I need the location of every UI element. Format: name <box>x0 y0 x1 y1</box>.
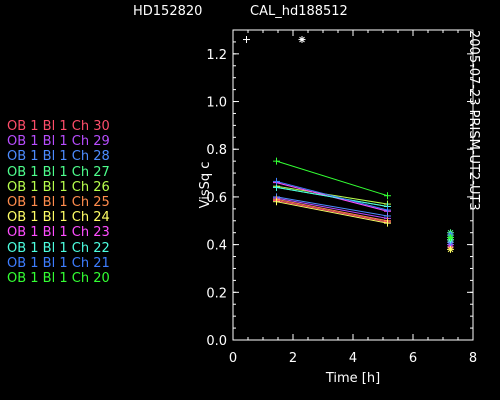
x-tick-label: 0 <box>229 351 237 366</box>
x-tick-label: 4 <box>349 351 357 366</box>
star-marker <box>299 36 305 43</box>
y-tick-label: 0.0 <box>206 334 227 349</box>
series-line <box>276 198 388 222</box>
star-marker <box>447 234 454 241</box>
series-line <box>276 160 388 197</box>
legend-item: OB 1 Bl 1 Ch 23 <box>7 225 110 241</box>
y-tick-label: 0.6 <box>206 191 227 206</box>
star-marker <box>447 246 454 253</box>
series-line <box>276 185 388 205</box>
y-tick-label: 0.4 <box>206 239 227 254</box>
series-line <box>276 180 388 211</box>
calibrator-name: CAL_hd188512 <box>250 4 348 19</box>
y-axis-label: VisSq c <box>198 162 213 209</box>
series-line <box>276 201 388 224</box>
legend-item: OB 1 Bl 1 Ch 30 <box>7 119 110 134</box>
legend: OB 1 Bl 1 Ch 30 OB 1 Bl 1 Ch 29 OB 1 Bl 1 … <box>7 119 110 286</box>
legend-item: OB 1 Bl 1 Ch 24 <box>7 210 110 226</box>
legend-item: OB 1 Bl 1 Ch 26 <box>7 179 110 195</box>
x-tick-label: 6 <box>409 351 417 366</box>
target-name: HD152820 <box>133 4 203 19</box>
x-tick-label: 8 <box>469 351 477 366</box>
y-tick-label: 1.2 <box>206 48 227 63</box>
x-tick-label: 2 <box>289 351 297 366</box>
legend-item: OB 1 Bl 1 Ch 21 <box>7 255 110 271</box>
series-line <box>276 186 388 207</box>
legend-item: OB 1 Bl 1 Ch 25 <box>7 195 110 211</box>
y-tick-label: 0.2 <box>206 286 227 301</box>
x-axis-label: Time [h] <box>325 371 380 386</box>
legend-item: OB 1 Bl 1 Ch 22 <box>7 240 110 256</box>
y-tick-label: 0.8 <box>206 143 227 158</box>
series-line <box>276 197 388 219</box>
legend-item: OB 1 Bl 1 Ch 28 <box>7 149 110 165</box>
legend-item: OB 1 Bl 1 Ch 27 <box>7 164 110 180</box>
y-tick-label: 1.0 <box>206 96 227 111</box>
legend-item: OB 1 Bl 1 Ch 20 <box>7 271 110 287</box>
series-line <box>276 196 388 217</box>
series-line <box>276 200 388 223</box>
legend-item: OB 1 Bl 1 Ch 29 <box>7 134 110 150</box>
